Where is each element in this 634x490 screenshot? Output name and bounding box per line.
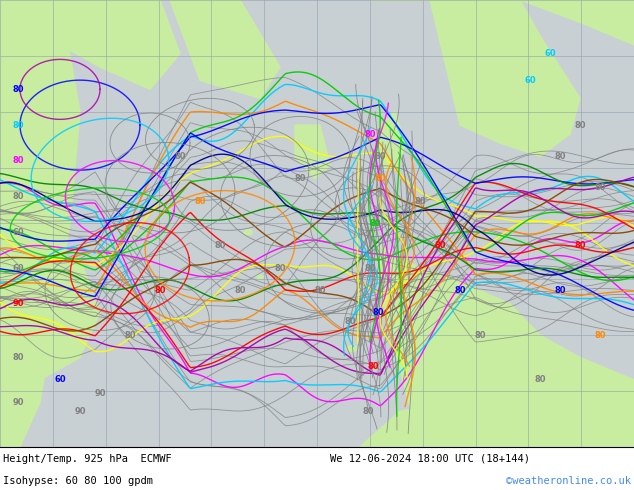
Ellipse shape (244, 230, 252, 235)
Text: 80: 80 (154, 286, 165, 295)
Text: 80: 80 (534, 375, 546, 384)
Text: 120W: 120W (411, 449, 434, 458)
Text: We 12-06-2024 18:00 UTC (18+144): We 12-06-2024 18:00 UTC (18+144) (330, 454, 530, 464)
Polygon shape (0, 0, 180, 89)
Text: 80: 80 (362, 407, 374, 416)
Text: 80: 80 (554, 152, 566, 161)
Text: 80: 80 (454, 286, 466, 295)
Text: 60: 60 (54, 375, 66, 384)
Text: 80: 80 (12, 121, 23, 130)
Text: 170W: 170W (148, 449, 169, 458)
Text: 80: 80 (574, 121, 586, 130)
Text: 80: 80 (12, 85, 23, 94)
Text: 80: 80 (344, 317, 356, 326)
Text: 80: 80 (12, 156, 23, 166)
Text: 130W: 130W (359, 449, 381, 458)
Text: 80: 80 (234, 286, 246, 295)
Text: 80: 80 (365, 129, 376, 139)
Text: 150W: 150W (253, 449, 275, 458)
Polygon shape (370, 0, 634, 45)
Text: 100W: 100W (517, 449, 540, 458)
Polygon shape (170, 0, 280, 98)
Text: 80: 80 (367, 362, 378, 371)
Text: 80: 80 (275, 264, 286, 272)
Text: 80: 80 (12, 353, 23, 362)
Text: 60: 60 (524, 76, 536, 85)
Text: 80: 80 (194, 196, 206, 206)
Text: 80: 80 (414, 196, 426, 206)
Text: 160W: 160W (200, 449, 223, 458)
Text: 80: 80 (294, 174, 306, 183)
Text: 80: 80 (174, 152, 186, 161)
Polygon shape (295, 125, 330, 179)
Text: 80: 80 (574, 241, 586, 250)
Polygon shape (360, 393, 634, 447)
Polygon shape (0, 259, 100, 380)
Text: 80: 80 (594, 183, 605, 192)
Text: 80: 80 (594, 331, 605, 340)
Text: 80: 80 (12, 192, 23, 201)
Text: 80: 80 (374, 152, 385, 161)
Ellipse shape (347, 345, 357, 351)
Text: 110W: 110W (465, 449, 486, 458)
Text: 80: 80 (474, 331, 486, 340)
Ellipse shape (257, 275, 263, 279)
Text: 90: 90 (74, 407, 86, 416)
Text: 180E: 180E (0, 449, 10, 458)
Text: ©weatheronline.co.uk: ©weatheronline.co.uk (506, 475, 631, 486)
Text: Isohypse: 60 80 100 gpdm: Isohypse: 60 80 100 gpdm (3, 475, 153, 486)
Text: 80: 80 (554, 286, 566, 295)
Text: 80: 80 (372, 308, 384, 318)
Text: 90: 90 (94, 389, 106, 398)
Text: 80: 80 (214, 241, 226, 250)
Text: 80: 80 (434, 241, 446, 250)
Text: 80: 80 (369, 219, 381, 228)
Text: 60: 60 (12, 228, 24, 237)
Text: 90W: 90W (573, 449, 590, 458)
Text: 60: 60 (544, 49, 556, 58)
Text: 60: 60 (12, 264, 24, 272)
Text: 170E: 170E (43, 449, 63, 458)
Text: 80: 80 (374, 174, 385, 183)
Text: 80: 80 (124, 331, 136, 340)
Text: 90: 90 (12, 398, 23, 407)
Polygon shape (430, 0, 580, 156)
Polygon shape (378, 112, 405, 170)
Polygon shape (0, 0, 80, 447)
Text: 160E: 160E (96, 449, 115, 458)
Text: 80W: 80W (625, 449, 634, 458)
Text: 80: 80 (365, 264, 376, 272)
Polygon shape (380, 246, 634, 447)
Text: 140W: 140W (306, 449, 328, 458)
Text: 90: 90 (12, 299, 23, 308)
Text: 80: 80 (314, 286, 326, 295)
Text: Height/Temp. 925 hPa  ECMWF: Height/Temp. 925 hPa ECMWF (3, 454, 172, 464)
